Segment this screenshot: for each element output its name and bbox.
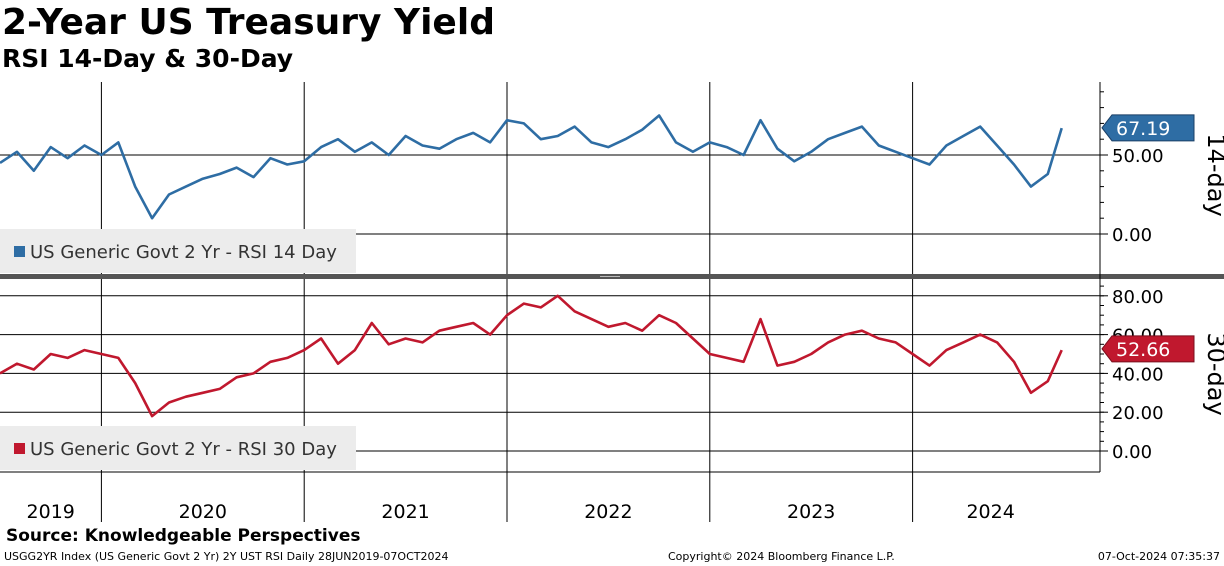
last-value-badge (1101, 114, 1195, 142)
chart-axes: 0.0050.0067.1914-day0.0020.0040.0060.008… (0, 82, 1224, 523)
x-year-label: 2020 (179, 501, 227, 523)
x-year-label: 2022 (584, 501, 632, 523)
y-tick-label: 0.00 (1112, 225, 1152, 246)
x-year-label: 2024 (966, 501, 1014, 523)
last-value-label: 67.19 (1116, 118, 1170, 140)
y-tick-label: 0.00 (1112, 442, 1152, 463)
footer-index-info: USGG2YR Index (US Generic Govt 2 Yr) 2Y … (4, 550, 449, 563)
chart-legends: US Generic Govt 2 Yr - RSI 14 Day US Gene… (0, 229, 356, 470)
series-line-bottom (0, 294, 1063, 418)
footer-timestamp: 07-Oct-2024 07:35:37 (1097, 550, 1220, 563)
x-year-label: 2019 (27, 501, 75, 523)
legend-swatch (14, 246, 25, 257)
y-tick-label: 50.00 (1112, 146, 1164, 167)
source-note: Source: Knowledgeable Perspectives (6, 526, 361, 546)
chart-title: 2-Year US Treasury Yield (2, 2, 495, 43)
last-value-badge (1101, 335, 1195, 363)
series-line-top (0, 114, 1063, 220)
axis-title: 30-day (1202, 332, 1224, 415)
legend-box (0, 229, 356, 273)
chart-subtitle: RSI 14-Day & 30-Day (2, 44, 294, 73)
last-value-label: 52.66 (1116, 339, 1170, 361)
x-year-label: 2021 (381, 501, 429, 523)
legend-label: US Generic Govt 2 Yr - RSI 14 Day (30, 242, 337, 263)
chart-series (0, 114, 1063, 418)
y-tick-label: 80.00 (1112, 287, 1164, 308)
axis-title: 14-day (1202, 133, 1224, 216)
footer-copyright: Copyright© 2024 Bloomberg Finance L.P. (668, 550, 895, 563)
y-tick-label: 20.00 (1112, 403, 1164, 424)
x-year-label: 2023 (787, 501, 835, 523)
y-tick-label: 40.00 (1112, 364, 1164, 385)
legend-box (0, 426, 356, 470)
legend-label: US Generic Govt 2 Yr - RSI 30 Day (30, 439, 337, 460)
legend-swatch (14, 443, 25, 454)
